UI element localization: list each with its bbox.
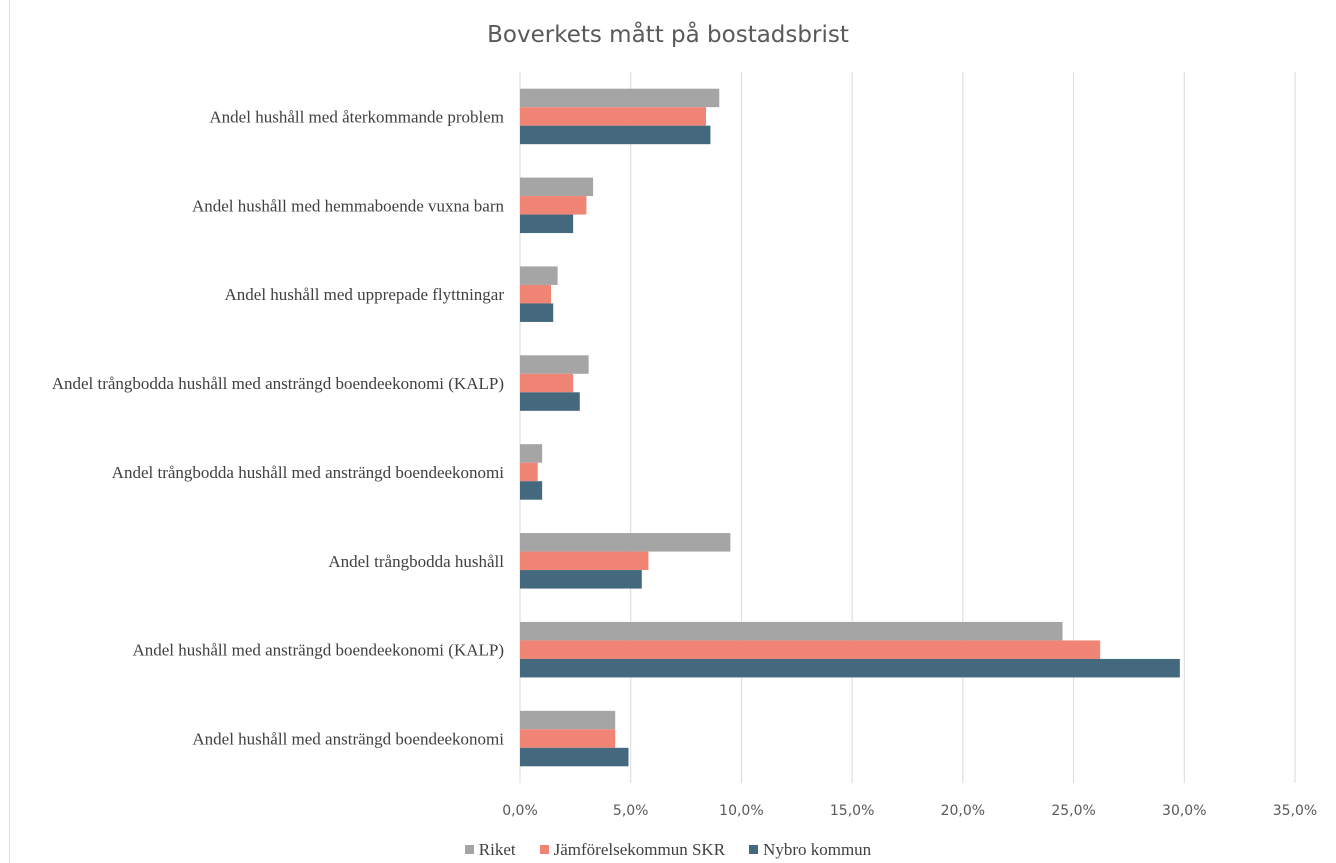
category-label: Andel hushåll med hemmaboende vuxna barn [192, 196, 505, 215]
category-label: Andel hushåll med ansträngd boendeekonom… [192, 730, 504, 749]
category-label: Andel trångbodda hushåll [328, 552, 504, 571]
chart-title: Boverkets mått på bostadsbrist [487, 22, 849, 48]
bar [520, 640, 1101, 659]
legend-swatch [464, 845, 474, 854]
category-label: Andel hushåll med återkommande problem [209, 107, 504, 126]
bar [520, 462, 538, 482]
bar [520, 710, 616, 730]
bar [520, 214, 574, 234]
bar [520, 392, 580, 411]
bar [520, 196, 587, 215]
x-tick-label: 25,0% [1051, 803, 1095, 819]
category-label: Andel hushåll med upprepade flyttningar [225, 285, 505, 304]
x-tick-label: 30,0% [1162, 803, 1206, 819]
bar [520, 355, 589, 374]
x-tick-label: 5,0% [613, 803, 649, 819]
bar [520, 444, 543, 463]
bar [520, 177, 594, 197]
bar [520, 747, 629, 767]
bar [520, 373, 574, 393]
bar [520, 658, 1180, 678]
frame-border [9, 0, 10, 863]
category-label: Andel trångbodda hushåll med ansträngd b… [52, 374, 504, 393]
bar [520, 533, 731, 552]
legend-label: Nybro kommun [763, 839, 872, 859]
bar [520, 621, 1063, 641]
x-tick-label: 15,0% [830, 803, 874, 819]
x-tick-label: 10,0% [719, 803, 763, 819]
legend-item: Riket [464, 839, 516, 860]
bar [520, 107, 706, 126]
x-tick-label: 35,0% [1273, 803, 1317, 819]
bar [520, 303, 554, 322]
bar [520, 729, 616, 748]
bar [520, 88, 720, 108]
legend-item: Jämförelsekommun SKR [539, 839, 726, 860]
category-label: Andel hushåll med ansträngd boendeekonom… [132, 641, 504, 660]
x-tick-label: 0,0% [502, 803, 538, 819]
bar [520, 570, 642, 589]
bar [520, 284, 551, 304]
bar [520, 551, 649, 571]
legend-label: Jämförelsekommun SKR [553, 839, 726, 859]
bar [520, 481, 543, 500]
legend-swatch [539, 845, 549, 854]
legend-label: Riket [478, 839, 516, 859]
x-tick-label: 20,0% [941, 803, 985, 819]
legend: Riket Jämförelsekommun SKR Nybro kommun [0, 839, 1336, 860]
bar [520, 125, 711, 145]
category-label: Andel trångbodda hushåll med ansträngd b… [112, 463, 505, 482]
legend-swatch [749, 845, 759, 854]
legend-item: Nybro kommun [749, 840, 871, 860]
bar [520, 266, 558, 285]
